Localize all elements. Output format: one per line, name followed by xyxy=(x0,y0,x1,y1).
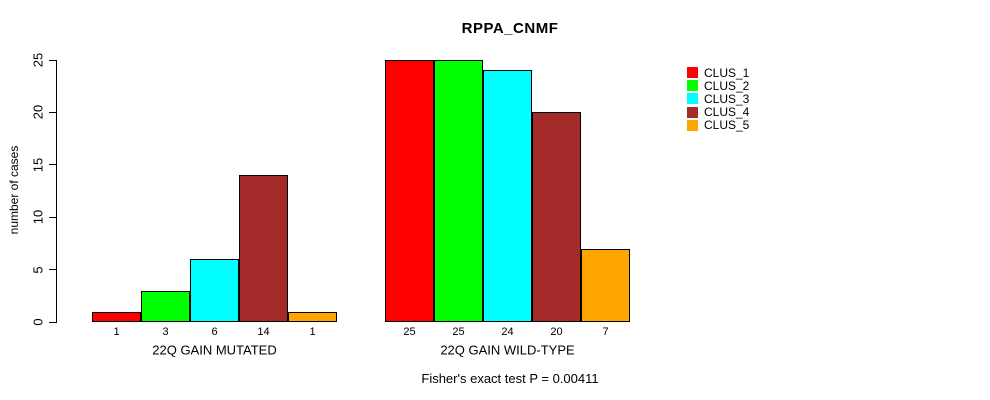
bar-value-label: 3 xyxy=(162,326,169,338)
legend-label: CLUS_3 xyxy=(704,91,750,106)
y-axis-label: number of cases xyxy=(7,145,21,235)
bar xyxy=(92,311,141,322)
bar-value-label: 6 xyxy=(211,326,218,338)
legend-label: CLUS_1 xyxy=(704,65,750,80)
y-tick-label: 10 xyxy=(30,209,46,225)
legend-item: CLUS_2 xyxy=(687,78,750,93)
legend-item: CLUS_5 xyxy=(687,118,750,133)
annotation-text: Fisher's exact test P = 0.00411 xyxy=(421,371,599,386)
legend-label: CLUS_4 xyxy=(704,105,750,120)
bar xyxy=(385,60,434,322)
bar xyxy=(483,70,532,322)
y-tick xyxy=(49,164,56,166)
y-tick-label: 20 xyxy=(30,105,46,120)
bar xyxy=(239,175,288,322)
bar-value-label: 7 xyxy=(602,326,609,338)
legend-swatch xyxy=(687,80,698,92)
bar-value-label: 1 xyxy=(113,326,120,338)
y-tick-label: 5 xyxy=(30,265,46,274)
bar-value-label: 20 xyxy=(550,326,563,338)
y-tick xyxy=(49,269,56,271)
y-tick xyxy=(49,59,56,61)
y-tick-label: 0 xyxy=(30,318,46,326)
legend-label: CLUS_5 xyxy=(704,118,750,133)
y-tick xyxy=(49,321,56,323)
bar xyxy=(288,311,337,322)
legend-label: CLUS_2 xyxy=(704,78,750,93)
y-tick xyxy=(49,111,56,113)
bar xyxy=(532,112,581,322)
bar xyxy=(581,248,630,322)
legend-item: CLUS_1 xyxy=(687,65,750,80)
legend-swatch xyxy=(687,93,698,105)
y-tick-label: 25 xyxy=(30,52,46,68)
group-axis-label: 22Q GAIN WILD-TYPE xyxy=(440,342,575,358)
bar xyxy=(190,259,239,322)
y-axis-line xyxy=(56,60,57,323)
legend-swatch xyxy=(687,106,698,118)
chart-title: RPPA_CNMF xyxy=(461,20,559,37)
legend-item: CLUS_3 xyxy=(687,91,750,106)
bar-value-label: 1 xyxy=(309,326,316,338)
bar-value-label: 14 xyxy=(257,326,270,338)
legend-item: CLUS_4 xyxy=(687,105,750,120)
legend-swatch xyxy=(687,67,698,78)
legend-swatch xyxy=(687,119,698,131)
y-tick-label: 15 xyxy=(30,157,46,173)
bar xyxy=(141,290,190,322)
group-axis-label: 22Q GAIN MUTATED xyxy=(152,342,277,358)
bar-value-label: 25 xyxy=(403,326,416,338)
bar-value-label: 24 xyxy=(501,326,514,338)
bar-value-label: 25 xyxy=(452,326,465,338)
bar xyxy=(434,60,483,322)
y-tick xyxy=(49,216,56,218)
